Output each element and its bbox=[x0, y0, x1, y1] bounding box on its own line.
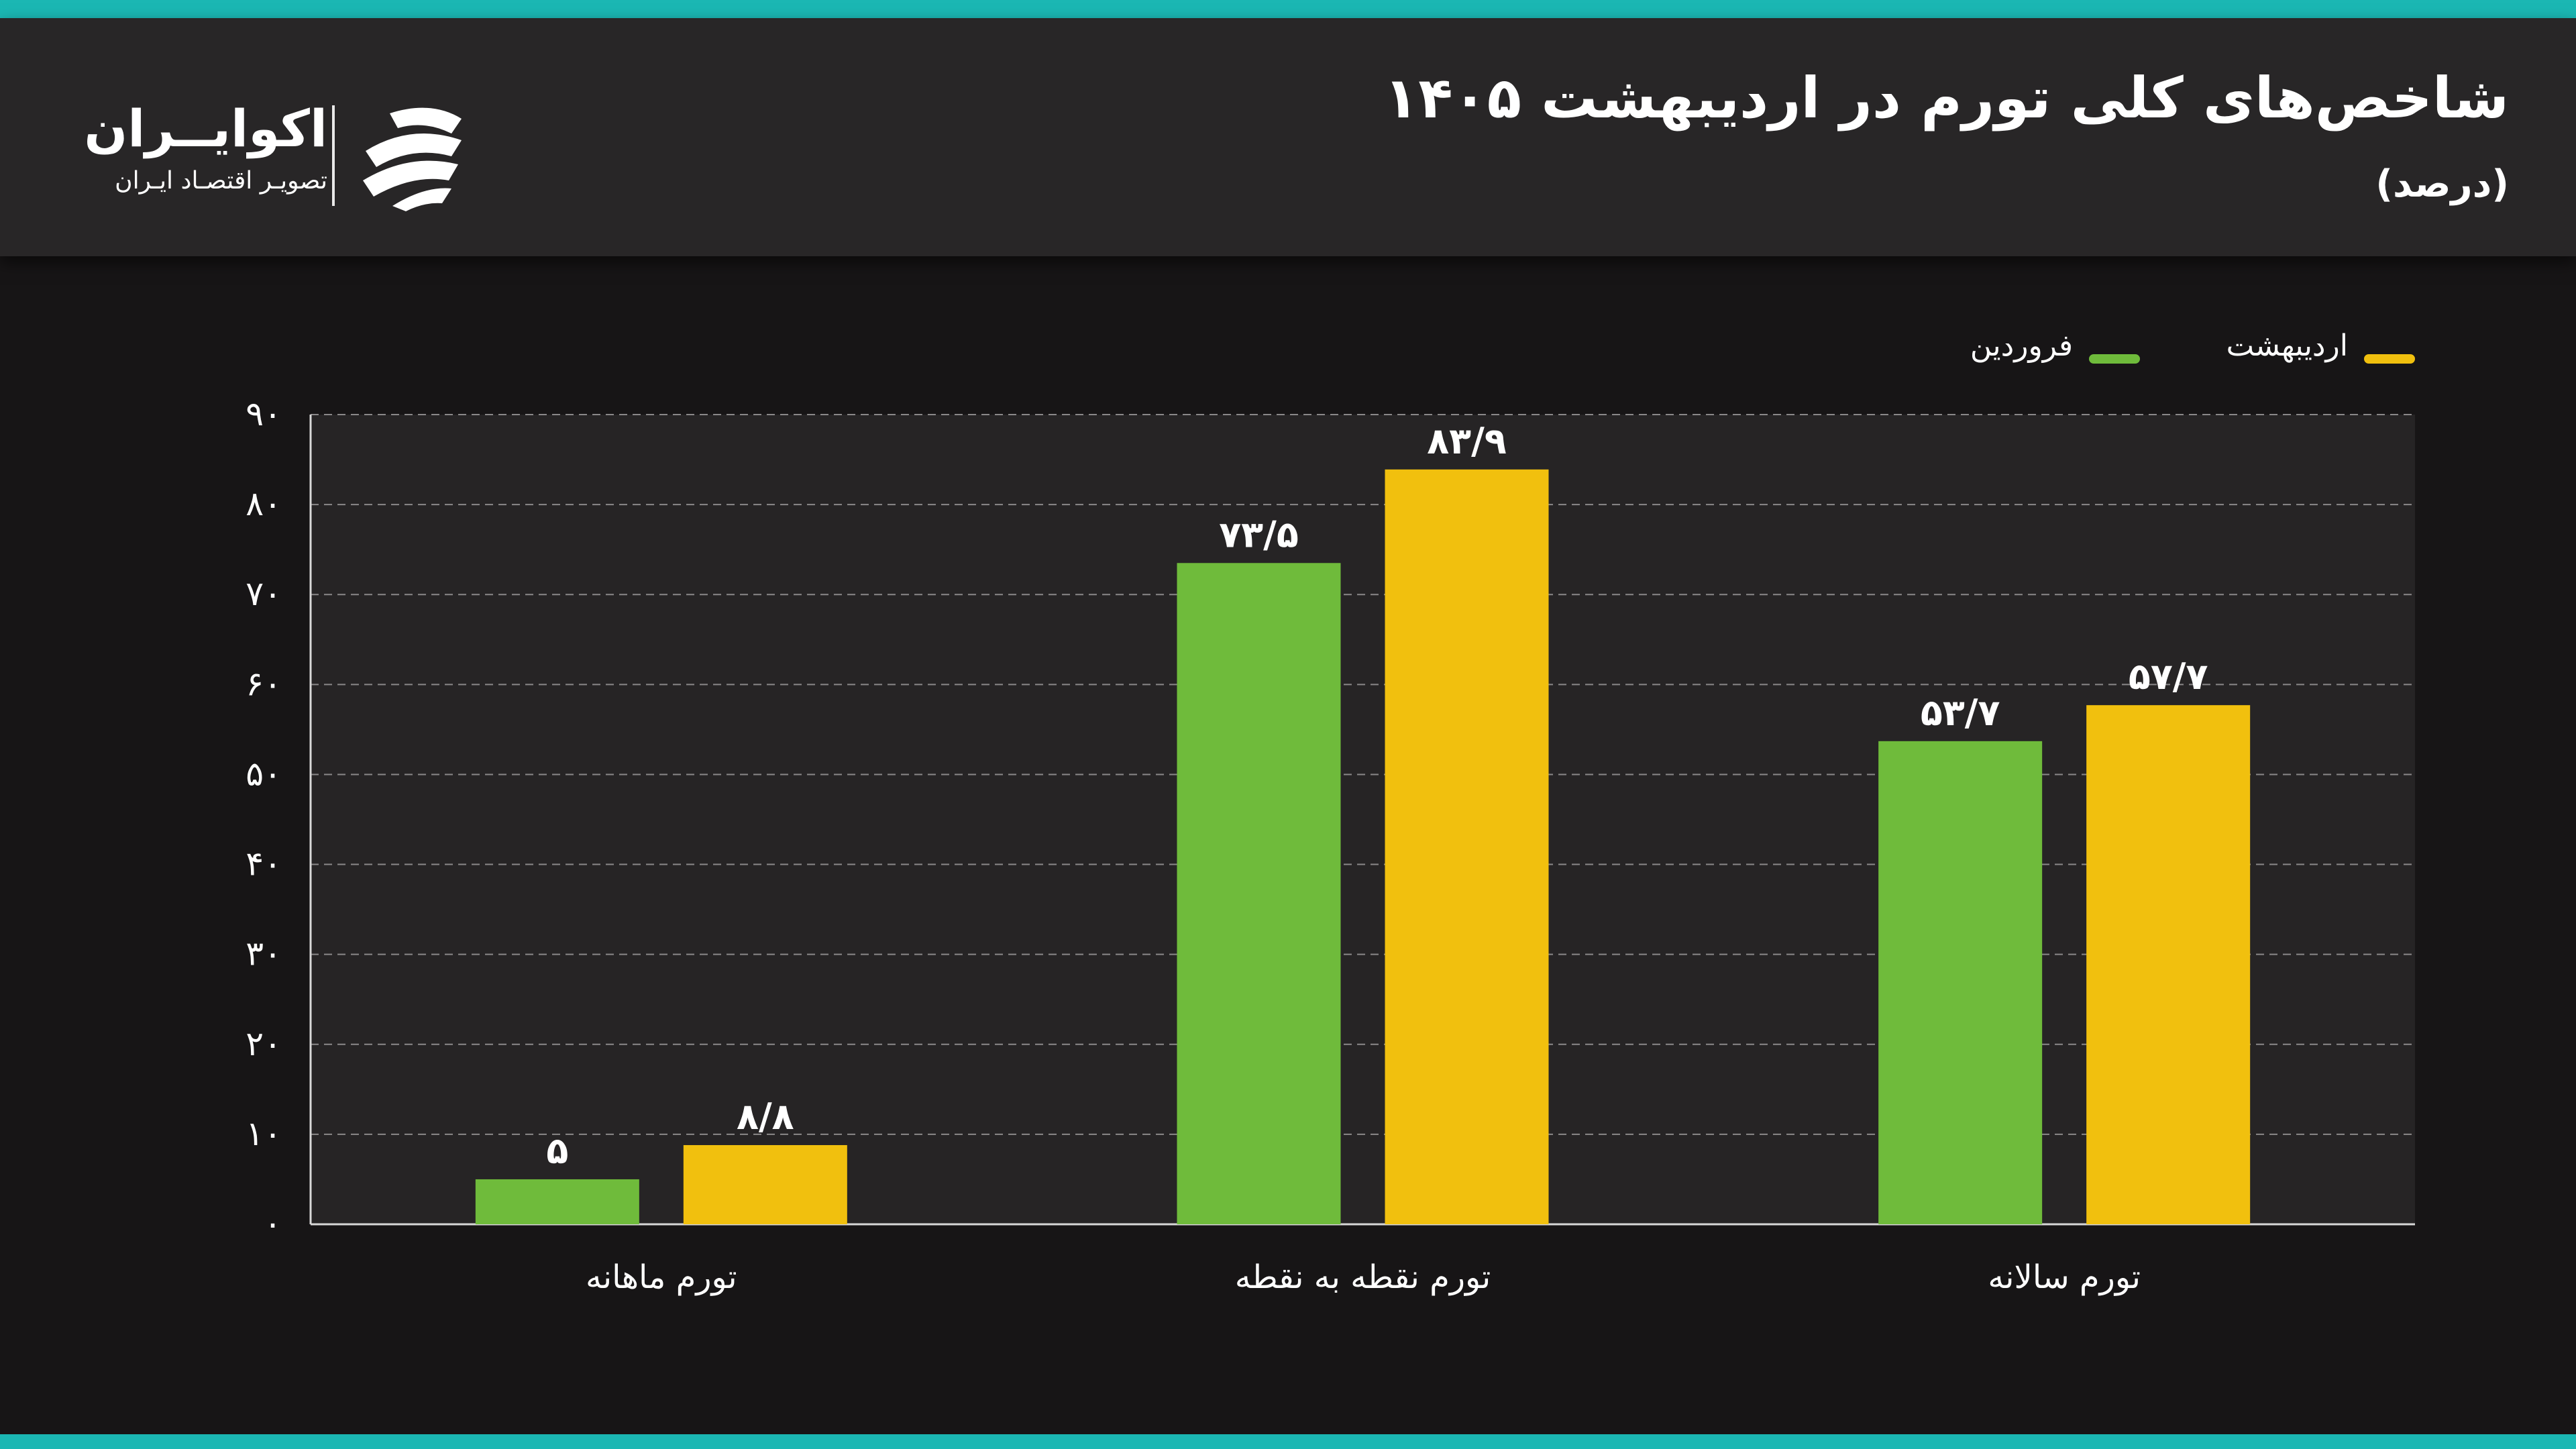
y-tick-label-0: ۰ bbox=[264, 1204, 282, 1243]
x-category-label-2: تورم سالانه bbox=[1988, 1258, 2141, 1296]
data-label-farvardin-1: ۷۳/۵ bbox=[1219, 513, 1299, 555]
bar-farvardin-1 bbox=[1177, 563, 1341, 1224]
bar-ordibehesht-2 bbox=[2086, 705, 2251, 1224]
data-label-farvardin-0: ۵ bbox=[546, 1130, 568, 1172]
y-tick-label-40: ۴۰ bbox=[246, 845, 282, 883]
bar-farvardin-0 bbox=[475, 1179, 639, 1224]
ecoiran-logo: اکوایــران تصویـر اقتصـاد ایـران bbox=[84, 99, 468, 213]
y-tick-label-80: ۸۰ bbox=[246, 484, 282, 523]
data-label-ordibehesht-0: ۸/۸ bbox=[737, 1095, 794, 1138]
bar-ordibehesht-0 bbox=[683, 1144, 847, 1224]
legend-label-farvardin: فروردین bbox=[1970, 329, 2073, 363]
chart-legend: فروردین اردیبهشت bbox=[1878, 329, 2415, 376]
x-category-label-1: تورم نقطه به نقطه bbox=[1235, 1258, 1491, 1296]
data-label-farvardin-2: ۵۳/۷ bbox=[1921, 692, 2000, 734]
data-label-ordibehesht-1: ۸۳/۹ bbox=[1427, 420, 1507, 462]
plot-area bbox=[311, 415, 2415, 1224]
header-bar: شاخص‌های کلی تورم در اردیبهشت ۱۴۰۵ (درصد… bbox=[0, 18, 2576, 256]
legend-item-ordibehesht: اردیبهشت bbox=[2160, 329, 2415, 376]
logo-mark-icon bbox=[363, 107, 462, 211]
legend-swatch-ordibehesht bbox=[2364, 354, 2415, 364]
legend-item-farvardin: فروردین bbox=[1878, 329, 2140, 376]
y-tick-label-60: ۶۰ bbox=[246, 664, 282, 703]
y-tick-label-70: ۷۰ bbox=[246, 574, 282, 613]
logo-divider bbox=[332, 105, 335, 206]
y-tick-label-30: ۳۰ bbox=[246, 934, 282, 973]
bar-farvardin-2 bbox=[1878, 741, 2043, 1224]
bottom-accent-stripe bbox=[0, 1434, 2576, 1449]
logo-name: اکوایــران bbox=[84, 99, 327, 158]
chart-title: شاخص‌های کلی تورم در اردیبهشت ۱۴۰۵ bbox=[1383, 65, 2509, 131]
legend-label-ordibehesht: اردیبهشت bbox=[2226, 329, 2348, 363]
chart-subtitle: (درصد) bbox=[2375, 162, 2509, 206]
y-tick-label-50: ۵۰ bbox=[246, 754, 282, 793]
top-accent-stripe bbox=[0, 0, 2576, 18]
y-tick-label-20: ۲۰ bbox=[246, 1024, 282, 1063]
x-category-label-0: تورم ماهانه bbox=[586, 1258, 737, 1296]
bar-ordibehesht-1 bbox=[1385, 469, 1549, 1224]
y-tick-label-10: ۱۰ bbox=[246, 1114, 282, 1153]
legend-swatch-farvardin bbox=[2089, 354, 2140, 364]
y-tick-label-90: ۹۰ bbox=[246, 394, 282, 433]
data-label-ordibehesht-2: ۵۷/۷ bbox=[2129, 655, 2208, 698]
logo-tagline: تصویـر اقتصـاد ایـران bbox=[115, 167, 327, 195]
